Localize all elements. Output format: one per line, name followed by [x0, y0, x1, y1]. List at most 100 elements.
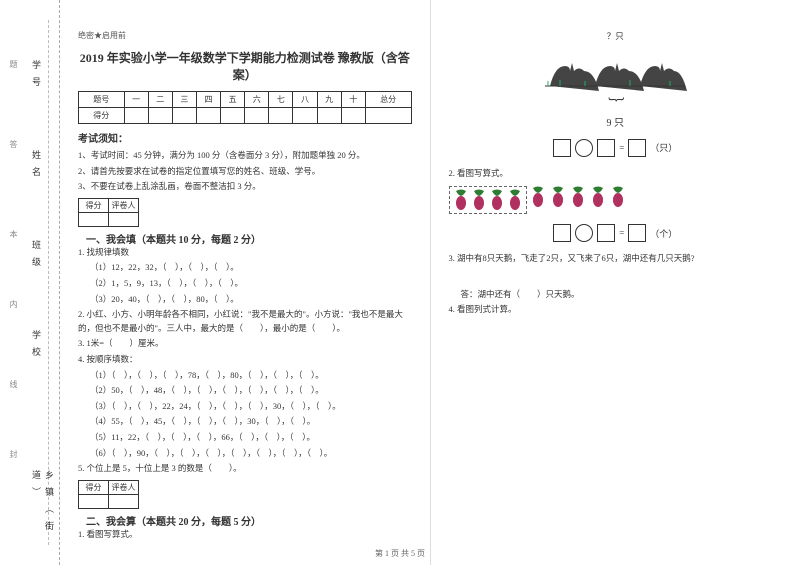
- equals-sign: =: [619, 143, 624, 153]
- radish-icon: [488, 189, 506, 211]
- cut-char-6: 封: [8, 450, 19, 458]
- section-1-title: 一、我会填（本题共 10 分，每题 2 分）: [86, 235, 261, 246]
- score-cell: [124, 108, 148, 124]
- blank-square: [597, 224, 615, 242]
- deer-icon: [540, 46, 690, 96]
- blank-square: [553, 139, 571, 157]
- score-cell: [245, 108, 269, 124]
- q4f: （6）（ ），90，（ ），（ ），（ ），（ ），（ ），（ ），（ ）。: [78, 447, 412, 461]
- blank-square: [628, 139, 646, 157]
- score-cell: [221, 108, 245, 124]
- page-footer: 第 1 页 共 5 页: [0, 548, 800, 559]
- sec2-q1: 1. 看图写算式。: [78, 528, 412, 542]
- score-h-9: 九: [317, 92, 341, 108]
- grader-h1: 得分: [79, 480, 109, 494]
- radish-row: [449, 186, 783, 214]
- score-cell: [317, 108, 341, 124]
- q4d: （4）55，（ ），45，（ ），（ ），（ ），30，（ ），（ ）。: [78, 415, 412, 429]
- binding-gutter: 学号 姓名 班级 学校 乡镇（街道） 题 答 本 内 线 封: [0, 0, 60, 565]
- score-value-row: 得分: [79, 108, 412, 124]
- score-h-4: 四: [196, 92, 220, 108]
- q1c: （3）20，40，（ ），（ ），80，（ ）。: [78, 293, 412, 307]
- score-h-5: 五: [221, 92, 245, 108]
- label-student-id: 学号: [30, 60, 43, 94]
- score-cell: [365, 108, 411, 124]
- radish-group: [449, 186, 527, 214]
- dash-line: [48, 20, 49, 545]
- animals-question: ？只 ︸ 9 只: [449, 30, 783, 129]
- grader-cell: [109, 212, 139, 226]
- r3: 3. 湖中有8只天鹅，飞走了2只，又飞来了6只，湖中还有几只天鹅?: [449, 252, 783, 266]
- cut-char-1: 题: [8, 60, 19, 68]
- equals-sign: =: [619, 228, 624, 238]
- unit-suffix: （只）: [650, 141, 677, 154]
- animals-illustration: [540, 46, 690, 96]
- cut-char-4: 内: [8, 300, 19, 308]
- cut-char-2: 答: [8, 140, 19, 148]
- notice-1: 1、考试时间：45 分钟，满分为 100 分（含卷面分 3 分），附加题单独 2…: [78, 149, 412, 163]
- grader-cell: [109, 494, 139, 508]
- blank-square: [628, 224, 646, 242]
- notice-2: 2、请首先按要求在试卷的指定位置填写您的姓名、班级、学号。: [78, 165, 412, 179]
- q1a: （1）12，22，32，（ ），（ ），（ ）。: [78, 261, 412, 275]
- r2: 2. 看图写算式。: [449, 167, 783, 181]
- content-area: 绝密★启用前 2019 年实验小学一年级数学下学期能力检测试卷 豫教版（含答案）…: [60, 0, 800, 565]
- section-2-title: 二、我会算（本题共 20 分，每题 5 分）: [86, 517, 261, 528]
- grader-box-2: 得分评卷人: [78, 480, 139, 509]
- equation-line-1: = （只）: [449, 139, 783, 157]
- q4b: （2）50，（ ），48，（ ），（ ），（ ），（ ），（ ），（ ）。: [78, 384, 412, 398]
- q4a: （1）（ ），（ ），（ ），78，（ ），80，（ ），（ ），（ ）。: [78, 369, 412, 383]
- q1: 1. 找规律填数: [78, 246, 412, 260]
- blank-circle: [575, 139, 593, 157]
- score-cell: [269, 108, 293, 124]
- secrecy-mark: 绝密★启用前: [78, 30, 412, 41]
- score-h-0: 题号: [79, 92, 125, 108]
- radish-icon: [529, 186, 547, 208]
- radish-icon: [589, 186, 607, 208]
- q3: 3. 1米=（ ）厘米。: [78, 337, 412, 351]
- radish-icon: [470, 189, 488, 211]
- exam-page: 学号 姓名 班级 学校 乡镇（街道） 题 答 本 内 线 封 绝密★启用前 20…: [0, 0, 800, 565]
- score-h-7: 七: [269, 92, 293, 108]
- nine-label: 9 只: [449, 114, 783, 129]
- q4c: （3）（ ），（ ），22，24，（ ），（ ），（ ），30，（ ），（ ）。: [78, 400, 412, 414]
- q4e: （5）11，22，（ ），（ ），（ ），66，（ ），（ ），（ ）。: [78, 431, 412, 445]
- right-column: ？只 ︸ 9 只: [431, 0, 800, 565]
- grader-h2: 评卷人: [109, 198, 139, 212]
- grader-box-1: 得分评卷人: [78, 198, 139, 227]
- radish-icon: [569, 186, 587, 208]
- score-h-6: 六: [245, 92, 269, 108]
- left-column: 绝密★启用前 2019 年实验小学一年级数学下学期能力检测试卷 豫教版（含答案）…: [60, 0, 431, 565]
- q4: 4. 按顺序填数：: [78, 353, 412, 367]
- score-h-2: 二: [148, 92, 172, 108]
- radish-icon: [609, 186, 627, 208]
- score-cell: [148, 108, 172, 124]
- grader-h1: 得分: [79, 198, 109, 212]
- score-h-10: 十: [341, 92, 365, 108]
- blank-space: [449, 268, 783, 288]
- grader-cell: [79, 494, 109, 508]
- grader-cell: [79, 212, 109, 226]
- label-name: 姓名: [30, 150, 43, 184]
- cut-char-3: 本: [8, 230, 19, 238]
- score-row2-label: 得分: [79, 108, 125, 124]
- r4: 4. 看图列式计算。: [449, 303, 783, 317]
- q1b: （2）1，5，9，13，（ ），（ ），（ ）。: [78, 277, 412, 291]
- blank-circle: [575, 224, 593, 242]
- r3-answer: 答：湖中还有（ ）只天鹅。: [449, 288, 783, 302]
- q2: 2. 小红、小方、小明年龄各不相同，小红说："我不是最大的"。小方说："我也不是…: [78, 308, 412, 335]
- label-school: 学校: [30, 330, 43, 364]
- score-cell: [172, 108, 196, 124]
- score-h-1: 一: [124, 92, 148, 108]
- notice-3: 3、不要在试卷上乱涂乱画，卷面不整洁扣 3 分。: [78, 180, 412, 194]
- score-cell: [293, 108, 317, 124]
- equation-line-2: = （个）: [449, 224, 783, 242]
- score-h-8: 八: [293, 92, 317, 108]
- score-header-row: 题号 一 二 三 四 五 六 七 八 九 十 总分: [79, 92, 412, 108]
- score-table: 题号 一 二 三 四 五 六 七 八 九 十 总分 得分: [78, 91, 412, 124]
- notice-title: 考试须知：: [78, 130, 412, 145]
- radish-icon: [452, 189, 470, 211]
- radish-icon: [506, 189, 524, 211]
- exam-title: 2019 年实验小学一年级数学下学期能力检测试卷 豫教版（含答案）: [78, 49, 412, 83]
- score-h-11: 总分: [365, 92, 411, 108]
